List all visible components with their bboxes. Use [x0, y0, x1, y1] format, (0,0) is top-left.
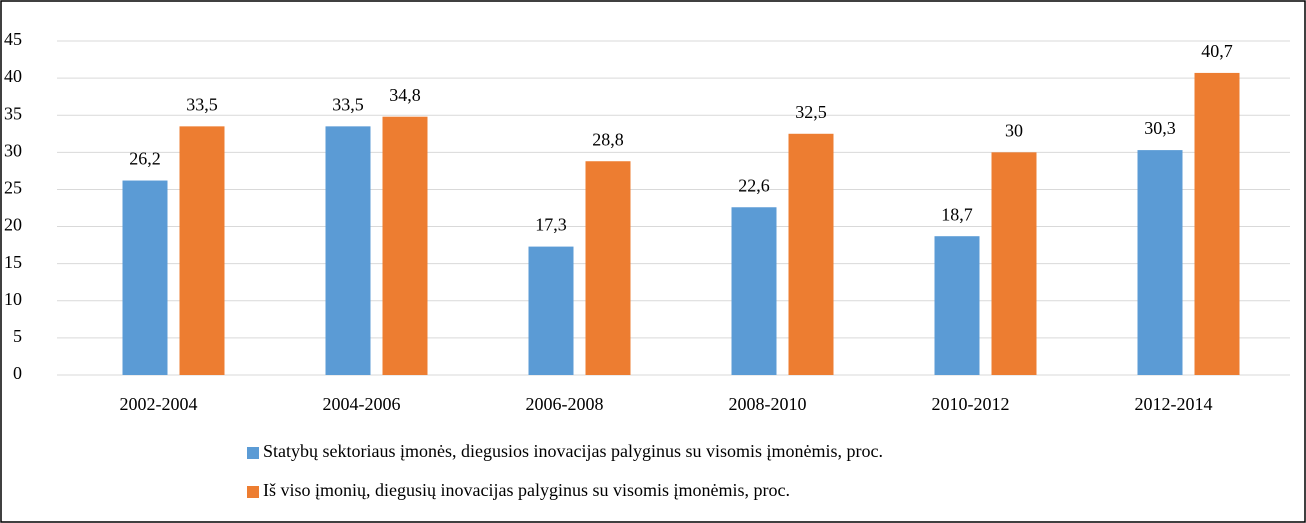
bar: [1137, 150, 1183, 375]
y-tick-label: 15: [4, 252, 22, 272]
y-tick-label: 0: [13, 363, 22, 383]
y-tick-label: 20: [4, 215, 22, 235]
value-label: 18,7: [941, 204, 973, 224]
x-tick-label: 2006-2008: [526, 394, 604, 414]
bar: [122, 180, 168, 375]
y-tick-label: 5: [13, 326, 22, 346]
bar: [934, 236, 980, 375]
legend-label: Iš viso įmonių, diegusių inovacijas paly…: [263, 480, 790, 500]
legend-swatch: [247, 447, 259, 459]
y-tick-label: 25: [4, 178, 22, 198]
y-tick-label: 40: [4, 66, 22, 86]
x-tick-label: 2012-2014: [1135, 394, 1213, 414]
y-tick-label: 30: [4, 140, 22, 160]
legend-swatch: [247, 486, 259, 498]
x-tick-label: 2010-2012: [932, 394, 1010, 414]
bar: [731, 207, 777, 375]
value-label: 30,3: [1144, 118, 1176, 138]
bar: [1194, 72, 1240, 375]
y-tick-label: 35: [4, 103, 22, 123]
bar: [991, 152, 1037, 375]
y-tick-label: 45: [4, 29, 22, 49]
x-tick-label: 2002-2004: [120, 394, 198, 414]
y-tick-label: 10: [4, 289, 22, 309]
bar: [179, 126, 225, 375]
bar: [325, 126, 371, 375]
bar: [528, 246, 574, 375]
value-label: 26,2: [129, 149, 161, 169]
value-label: 33,5: [332, 94, 364, 114]
value-label: 22,6: [738, 175, 770, 195]
value-label: 32,5: [795, 102, 827, 122]
value-label: 28,8: [592, 129, 624, 149]
value-label: 30: [1005, 120, 1023, 140]
x-tick-label: 2004-2006: [323, 394, 401, 414]
value-label: 33,5: [186, 94, 218, 114]
bar: [585, 161, 631, 375]
value-label: 17,3: [535, 215, 567, 235]
x-tick-label: 2008-2010: [729, 394, 807, 414]
value-label: 40,7: [1201, 41, 1233, 61]
bar: [788, 133, 834, 375]
bar: [382, 116, 428, 375]
legend-label: Statybų sektoriaus įmonės, diegusios ino…: [263, 441, 883, 461]
value-label: 34,8: [389, 85, 421, 105]
